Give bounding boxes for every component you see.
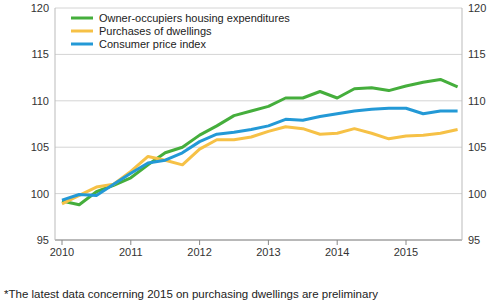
x-tick bbox=[268, 240, 269, 245]
y-tick-label: 115 bbox=[31, 48, 49, 60]
y2-tick-label: 120 bbox=[468, 2, 486, 14]
x-tick bbox=[199, 240, 200, 245]
y-axis bbox=[55, 8, 56, 240]
y-tick-label: 100 bbox=[31, 188, 49, 200]
y-tick-label: 95 bbox=[37, 234, 49, 246]
grid-line bbox=[55, 240, 462, 241]
x-tick-label: 2014 bbox=[325, 246, 349, 258]
grid-line bbox=[55, 8, 462, 9]
y2-tick-label: 110 bbox=[468, 95, 486, 107]
grid-line bbox=[55, 100, 462, 101]
y2-axis bbox=[462, 8, 463, 240]
grid-line bbox=[55, 54, 462, 55]
legend-swatch bbox=[71, 43, 93, 46]
x-tick bbox=[130, 240, 131, 245]
x-tick-label: 2015 bbox=[394, 246, 418, 258]
series-line bbox=[62, 127, 458, 204]
legend-label: Consumer price index bbox=[99, 38, 206, 50]
series-line bbox=[62, 108, 458, 200]
legend-label: Purchases of dwellings bbox=[99, 25, 212, 37]
x-tick bbox=[62, 240, 63, 245]
y-tick-label: 110 bbox=[31, 95, 49, 107]
note: *The latest data concerning 2015 on purc… bbox=[4, 288, 378, 300]
legend-label: Owner-occupiers housing expenditures bbox=[99, 12, 290, 24]
y2-tick-label: 100 bbox=[468, 188, 486, 200]
legend-swatch bbox=[71, 30, 93, 33]
x-tick-label: 2010 bbox=[50, 246, 74, 258]
grid-line bbox=[55, 193, 462, 194]
x-tick bbox=[337, 240, 338, 245]
chart: 95 95 100 100 105 105 110 110 115 115 120 120 2010 20… bbox=[0, 0, 494, 304]
plot-area bbox=[62, 79, 458, 204]
y2-tick-label: 105 bbox=[468, 141, 486, 153]
series-line bbox=[62, 79, 458, 204]
legend-swatch bbox=[71, 17, 93, 20]
y2-tick-label: 115 bbox=[468, 48, 486, 60]
x-axis bbox=[55, 240, 462, 241]
y-tick-label: 105 bbox=[31, 141, 49, 153]
x-tick-label: 2012 bbox=[187, 246, 211, 258]
grid-line bbox=[55, 147, 462, 148]
x-tick bbox=[406, 240, 407, 245]
x-tick-label: 2013 bbox=[256, 246, 280, 258]
y2-tick-label: 95 bbox=[468, 234, 480, 246]
y-tick-label: 120 bbox=[31, 2, 49, 14]
x-tick-label: 2011 bbox=[119, 246, 143, 258]
